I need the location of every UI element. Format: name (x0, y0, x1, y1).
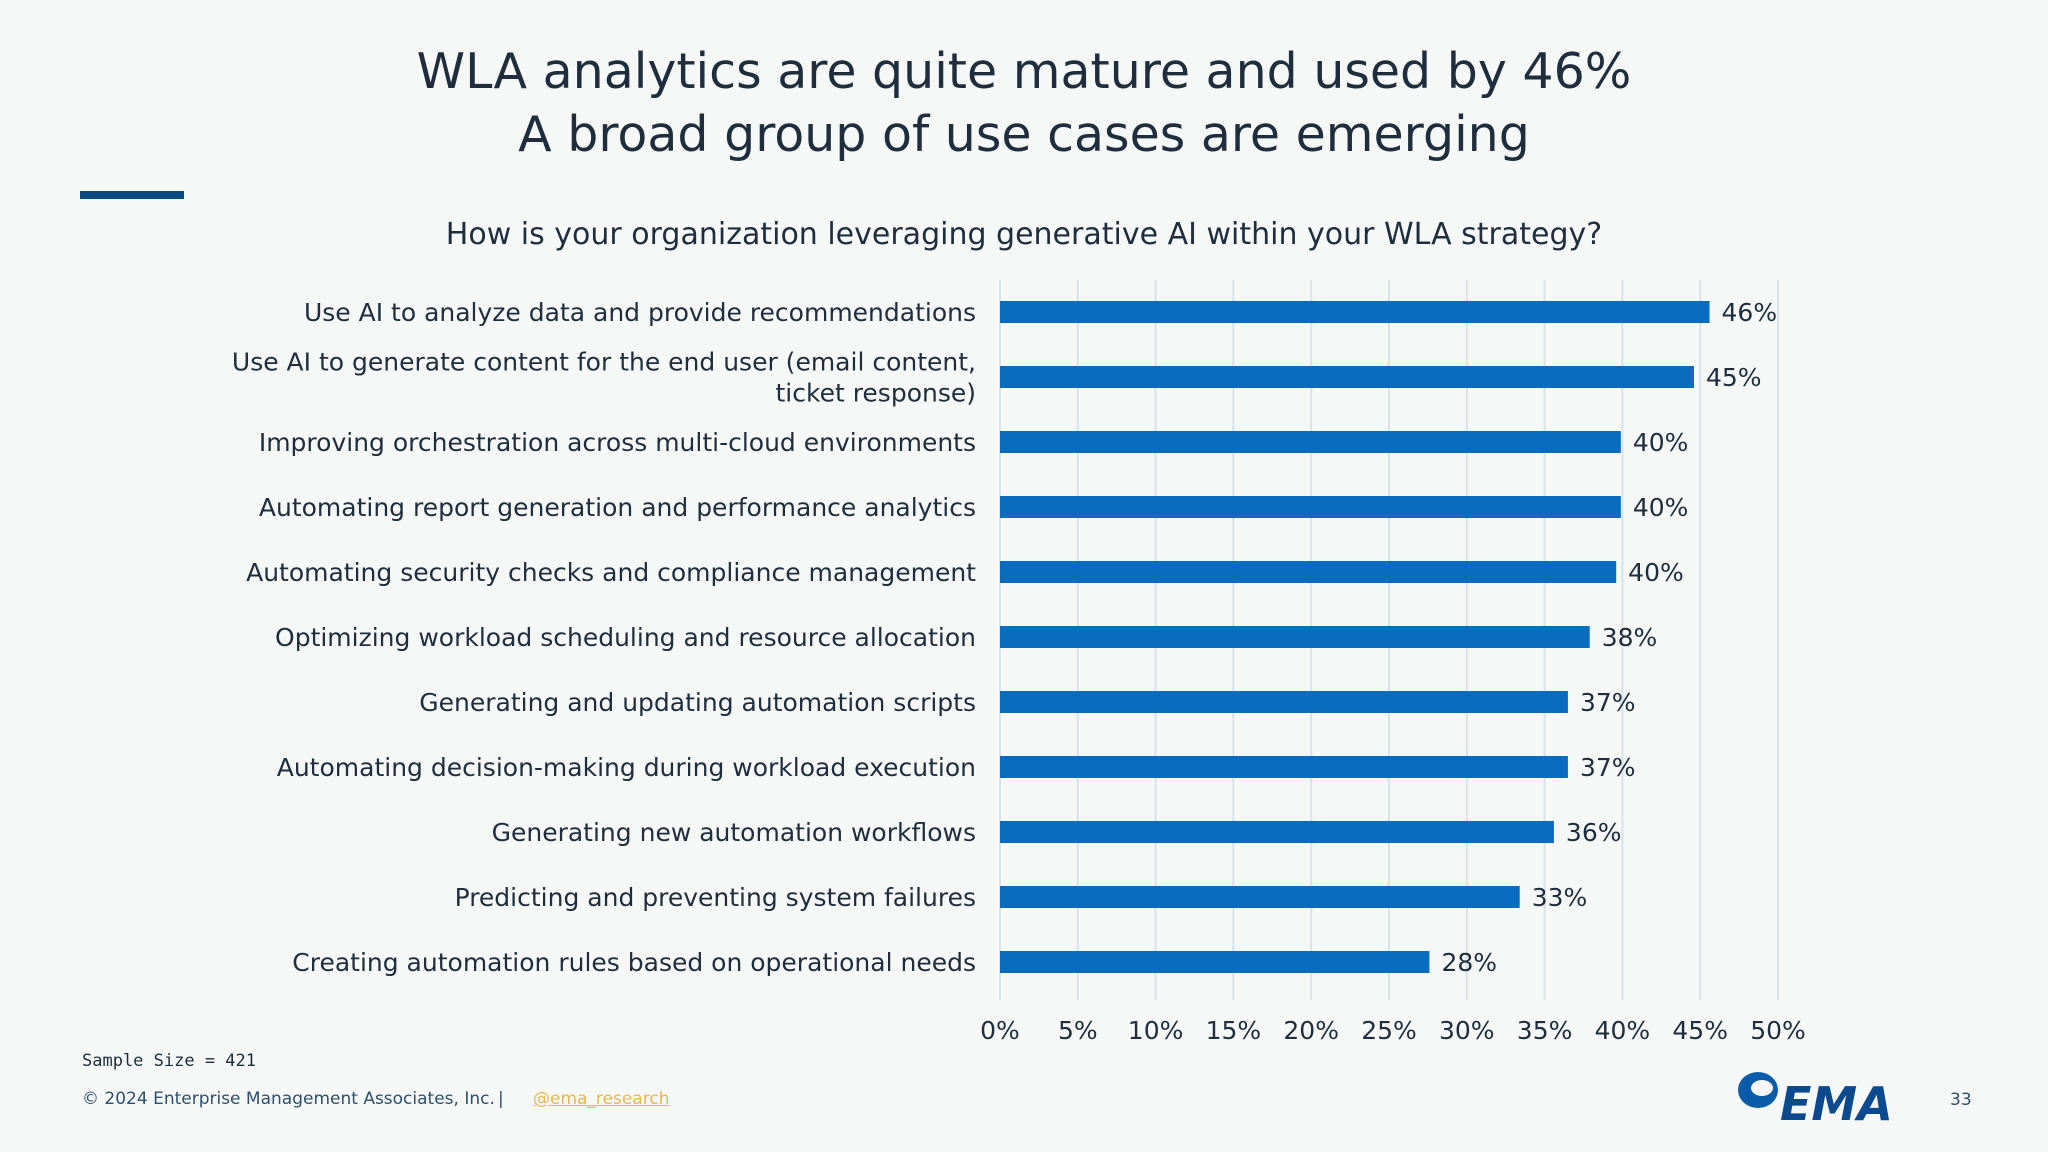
category-label: Automating report generation and perform… (259, 493, 976, 522)
category-label: Creating automation rules based on opera… (292, 948, 976, 977)
chart-question: How is your organization leveraging gene… (445, 217, 1603, 252)
accent-rule (80, 191, 184, 199)
footer-separator: | (498, 1089, 504, 1109)
x-tick-label: 25% (1361, 1016, 1417, 1045)
x-tick-label: 10% (1128, 1016, 1184, 1045)
data-label: 40% (1633, 428, 1689, 457)
data-label: 36% (1566, 818, 1622, 847)
sample-size: Sample Size = 421 (82, 1051, 256, 1071)
bar (1000, 561, 1617, 583)
twitter-handle-link[interactable]: @ema_research (533, 1089, 670, 1109)
category-label: Automating security checks and complianc… (246, 558, 976, 587)
page-number: 33 (1950, 1090, 1972, 1110)
category-label: Improving orchestration across multi-clo… (259, 428, 976, 457)
x-tick-label: 35% (1517, 1016, 1573, 1045)
category-label: Generating and updating automation scrip… (419, 688, 976, 717)
data-label: 45% (1706, 363, 1762, 392)
slide-title-line-2: A broad group of use cases are emerging (518, 106, 1530, 163)
logo-text: EMA (1780, 1077, 1893, 1126)
ema-logo: EMA (1738, 1072, 1893, 1126)
x-tick-label: 20% (1283, 1016, 1339, 1045)
category-label: ticket response) (775, 379, 976, 408)
data-label: 40% (1628, 558, 1684, 587)
x-tick-label: 0% (980, 1016, 1020, 1045)
bar (1000, 496, 1621, 518)
category-label: Use AI to generate content for the end u… (232, 348, 976, 377)
data-label: 46% (1722, 298, 1778, 327)
copyright: © 2024 Enterprise Management Associates,… (82, 1089, 495, 1109)
category-label: Use AI to analyze data and provide recom… (304, 298, 976, 327)
slide-title: WLA analytics are quite mature and used … (0, 40, 2048, 166)
data-label: 38% (1602, 623, 1658, 652)
x-tick-label: 45% (1672, 1016, 1728, 1045)
category-label: Predicting and preventing system failure… (455, 883, 976, 912)
data-label: 40% (1633, 493, 1689, 522)
bar (1000, 691, 1568, 713)
x-tick-label: 40% (1595, 1016, 1651, 1045)
bar (1000, 431, 1621, 453)
bar (1000, 821, 1554, 843)
x-tick-label: 5% (1058, 1016, 1098, 1045)
bar (1000, 951, 1430, 973)
bar (1000, 366, 1694, 388)
bar (1000, 756, 1568, 778)
category-label: Automating decision-making during worklo… (277, 753, 976, 782)
logo-swoosh-inner (1751, 1080, 1773, 1096)
bar (1000, 886, 1520, 908)
data-label: 33% (1532, 883, 1588, 912)
data-label: 28% (1441, 948, 1497, 977)
data-label: 37% (1580, 688, 1636, 717)
category-label: Generating new automation workflows (492, 818, 976, 847)
slide-title-line-1: WLA analytics are quite mature and used … (416, 43, 1632, 100)
x-tick-label: 30% (1439, 1016, 1495, 1045)
x-tick-label: 50% (1750, 1016, 1806, 1045)
category-label: Optimizing workload scheduling and resou… (275, 623, 976, 652)
bar (1000, 626, 1590, 648)
data-label: 37% (1580, 753, 1636, 782)
bar (1000, 301, 1710, 323)
x-tick-label: 15% (1206, 1016, 1262, 1045)
